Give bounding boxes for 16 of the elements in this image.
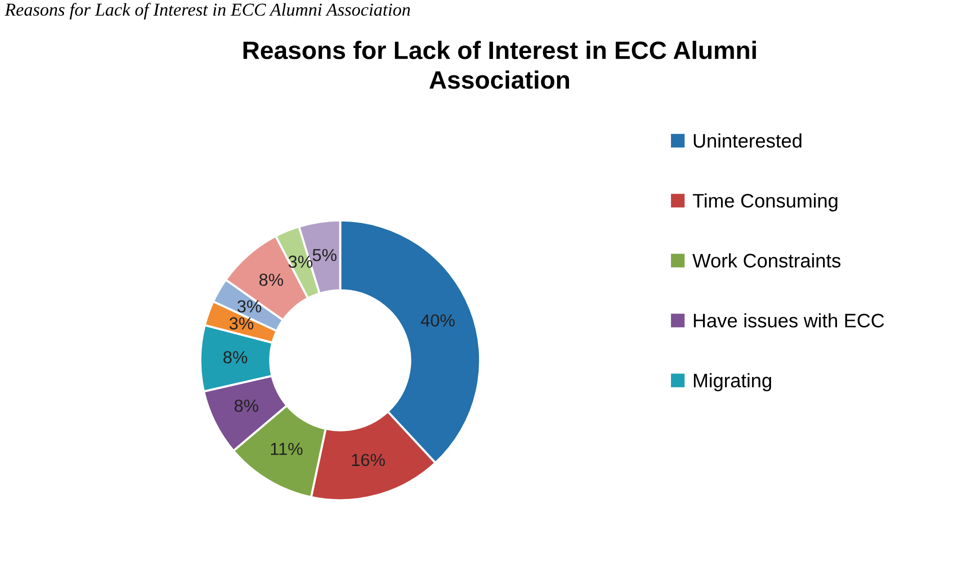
data-label: 8% — [259, 274, 284, 286]
chart-title: Reasons for Lack of Interest in ECC Alumni Association — [243, 40, 756, 89]
legend-label: Migrating — [694, 373, 772, 392]
legend-label: Have issues with ECC — [694, 313, 884, 328]
text: Reasons for Lack of Interest in ECC Alumni Association — [4, 2, 410, 20]
data-label: 5% — [312, 248, 336, 262]
data-label: 11% — [270, 442, 302, 455]
data-label: 8% — [223, 351, 248, 364]
legend-label: Work Constraints — [692, 253, 840, 268]
legend-label: Uninterested — [694, 133, 802, 148]
data-label: 3% — [230, 317, 254, 330]
data-label: 8% — [234, 400, 258, 412]
legend-label: Time Consuming — [692, 193, 838, 212]
data-label: 16% — [352, 454, 385, 466]
data-label: 40% — [420, 314, 455, 327]
data-label: 3% — [237, 300, 262, 312]
